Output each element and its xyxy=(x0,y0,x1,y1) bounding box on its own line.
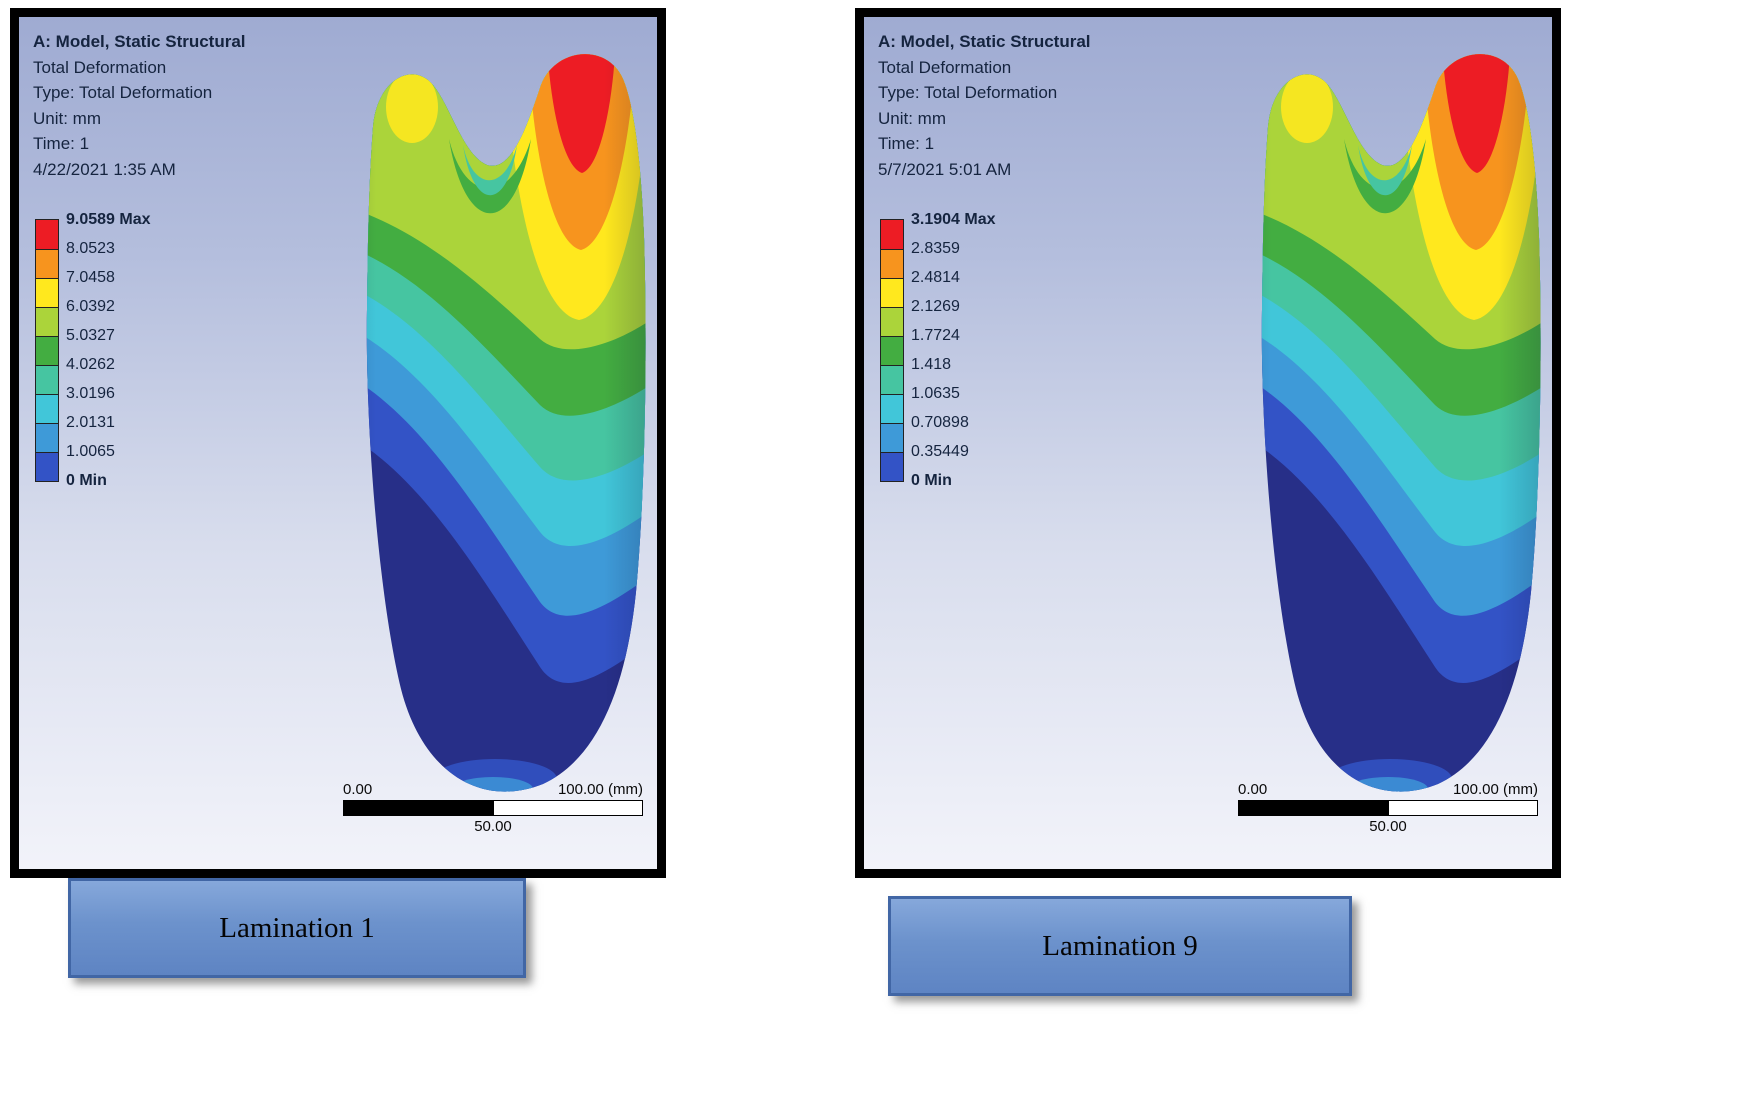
caption-label: Lamination 9 xyxy=(1042,929,1198,962)
legend-label: 1.0635 xyxy=(911,385,960,402)
legend-label: 7.0458 xyxy=(66,269,115,286)
model-shading-overlay xyxy=(366,54,646,792)
legend-label-min: 0 Min xyxy=(66,472,107,489)
caption-box-lamination-9: Lamination 9 xyxy=(888,896,1352,996)
legend-label: 2.0131 xyxy=(66,414,115,431)
scale-ruler: 0.00 100.00 (mm) 50.00 xyxy=(1238,781,1538,835)
legend-label: 0.35449 xyxy=(911,443,969,460)
legend-label: 5.0327 xyxy=(66,327,115,344)
caption-label: Lamination 1 xyxy=(219,911,375,944)
legend-cell-blue xyxy=(881,452,903,481)
contour-legend: 3.1904 Max 2.8359 2.4814 2.1269 1.7724 1… xyxy=(880,211,1031,489)
legend-label: 2.4814 xyxy=(911,269,960,286)
legend-label: 6.0392 xyxy=(66,298,115,315)
legend-label: 2.8359 xyxy=(911,240,960,257)
legend-cell-teal xyxy=(881,365,903,394)
legend-cell-blue xyxy=(36,452,58,481)
scale-hundred-label: 100.00 (mm) xyxy=(557,781,643,798)
legend-cell-red xyxy=(36,220,58,249)
header-line-unit: Unit: mm xyxy=(878,108,946,128)
legend-label: 0.70898 xyxy=(911,414,969,431)
legend-cell-skyblue xyxy=(881,423,903,452)
legend-cell-yellowgreen xyxy=(36,307,58,336)
legend-cell-green xyxy=(36,336,58,365)
header-line-type: Type: Total Deformation xyxy=(878,83,1058,102)
ansys-viewport-lamination-1: A: Model, Static Structural Total Deform… xyxy=(10,8,666,878)
legend-cell-red xyxy=(881,220,903,249)
legend-cell-cyan xyxy=(36,394,58,423)
scale-fifty-label: 50.00 xyxy=(474,818,512,835)
contour-legend: 9.0589 Max 8.0523 7.0458 6.0392 5.0327 4… xyxy=(35,211,186,489)
header-title: A: Model, Static Structural xyxy=(33,32,246,51)
legend-color-bar xyxy=(880,219,904,482)
legend-labels: 3.1904 Max 2.8359 2.4814 2.1269 1.7724 1… xyxy=(911,211,1031,489)
ansys-viewport-lamination-9: A: Model, Static Structural Total Deform… xyxy=(855,8,1561,878)
scale-bar-white-segment xyxy=(492,801,642,815)
legend-label: 1.0065 xyxy=(66,443,115,460)
result-header: A: Model, Static Structural Total Deform… xyxy=(33,29,246,182)
header-line-date: 5/7/2021 5:01 AM xyxy=(878,159,1012,179)
legend-color-bar xyxy=(35,219,59,482)
legend-cell-yellowgreen xyxy=(881,307,903,336)
scale-bar xyxy=(1238,800,1538,816)
scale-bar-black-segment xyxy=(344,801,493,815)
scale-zero-label: 0.00 xyxy=(343,781,373,798)
legend-labels: 9.0589 Max 8.0523 7.0458 6.0392 5.0327 4… xyxy=(66,211,186,489)
legend-cell-orange xyxy=(881,249,903,278)
header-line-time: Time: 1 xyxy=(33,134,90,153)
deformed-socket-model xyxy=(366,54,646,792)
scale-zero-label: 0.00 xyxy=(1238,781,1268,798)
legend-cell-orange xyxy=(36,249,58,278)
legend-label: 4.0262 xyxy=(66,356,115,373)
legend-label-max: 9.0589 Max xyxy=(66,211,151,228)
scale-bar-black-segment xyxy=(1239,801,1388,815)
legend-label: 8.0523 xyxy=(66,240,115,257)
model-shading-overlay xyxy=(1261,54,1541,792)
scale-bar-white-segment xyxy=(1387,801,1537,815)
header-line-date: 4/22/2021 1:35 AM xyxy=(33,159,176,179)
deformed-socket-model xyxy=(1261,54,1541,792)
legend-label: 1.7724 xyxy=(911,327,960,344)
legend-cell-yellow xyxy=(881,278,903,307)
scale-fifty-label: 50.00 xyxy=(1369,818,1407,835)
legend-label: 1.418 xyxy=(911,356,952,373)
header-line-unit: Unit: mm xyxy=(33,108,101,128)
legend-label: 2.1269 xyxy=(911,298,960,315)
legend-label-max: 3.1904 Max xyxy=(911,211,996,228)
scale-ruler-top-labels: 0.00 100.00 (mm) xyxy=(343,781,643,798)
header-line-time: Time: 1 xyxy=(878,134,935,153)
scale-bar xyxy=(343,800,643,816)
legend-cell-yellow xyxy=(36,278,58,307)
header-line-result: Total Deformation xyxy=(33,57,167,77)
scale-hundred-label: 100.00 (mm) xyxy=(1452,781,1538,798)
caption-box-lamination-1: Lamination 1 xyxy=(68,878,526,978)
header-title: A: Model, Static Structural xyxy=(878,32,1091,51)
legend-label-min: 0 Min xyxy=(911,472,952,489)
header-line-type: Type: Total Deformation xyxy=(33,83,213,102)
legend-cell-skyblue xyxy=(36,423,58,452)
header-line-result: Total Deformation xyxy=(878,57,1012,77)
result-header: A: Model, Static Structural Total Deform… xyxy=(878,29,1091,182)
legend-cell-green xyxy=(881,336,903,365)
scale-ruler-top-labels: 0.00 100.00 (mm) xyxy=(1238,781,1538,798)
scale-ruler: 0.00 100.00 (mm) 50.00 xyxy=(343,781,643,835)
legend-cell-teal xyxy=(36,365,58,394)
legend-label: 3.0196 xyxy=(66,385,115,402)
legend-cell-cyan xyxy=(881,394,903,423)
